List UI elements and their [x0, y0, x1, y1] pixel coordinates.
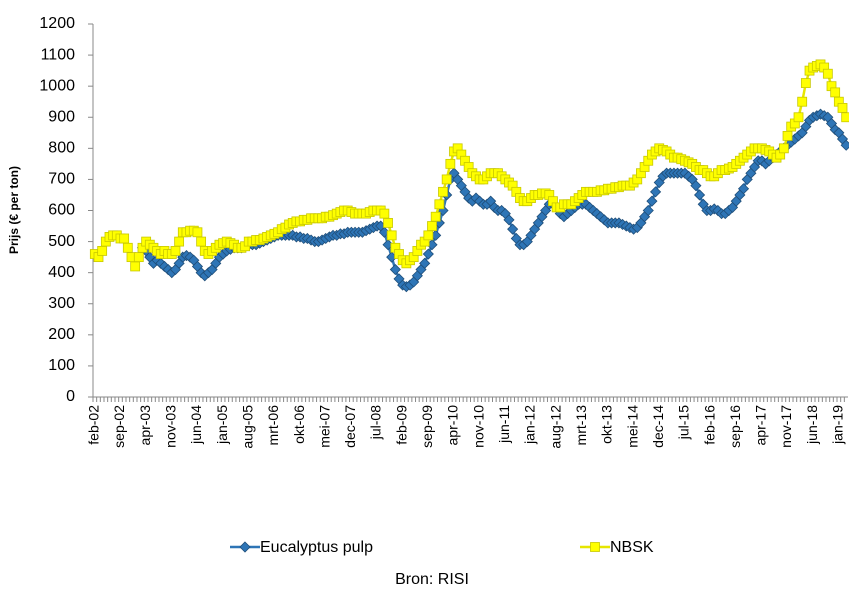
data-point	[133, 252, 144, 263]
data-point	[434, 199, 445, 210]
x-tick-label: nov-10	[470, 405, 486, 448]
x-tick-label: nov-17	[778, 405, 794, 448]
data-point	[419, 257, 431, 269]
x-tick-label: jun-04	[188, 405, 204, 445]
data-point	[503, 214, 515, 226]
x-tick-label: sep-02	[111, 405, 127, 448]
y-tick-label: 600	[48, 202, 75, 219]
y-tick-label: 1200	[39, 15, 75, 32]
data-point	[841, 112, 849, 123]
data-point	[379, 208, 390, 219]
data-point	[840, 139, 849, 151]
y-tick-label: 1100	[41, 46, 76, 63]
data-point	[389, 263, 401, 276]
x-tick-label: sep-16	[727, 405, 743, 448]
data-point	[782, 130, 793, 141]
y-tick-label: 200	[48, 326, 75, 343]
data-point	[797, 96, 808, 107]
x-tick-label: jul-08	[368, 405, 384, 440]
data-point	[119, 233, 130, 244]
x-tick-label: feb-02	[86, 405, 102, 445]
data-point	[427, 221, 437, 231]
y-tick-label: 500	[48, 233, 75, 250]
data-point	[650, 186, 662, 198]
data-point	[130, 261, 141, 272]
x-tick-label: mrt-13	[573, 405, 589, 446]
x-tick-label: dec-14	[650, 405, 666, 448]
data-point	[174, 236, 185, 247]
x-tick-label: jan-12	[522, 405, 538, 445]
legend-label: NBSK	[610, 539, 654, 556]
data-point	[383, 218, 393, 228]
data-point	[793, 112, 804, 123]
x-tick-label: apr-03	[137, 405, 153, 446]
x-tick-label: okt-13	[599, 405, 615, 444]
data-point	[97, 246, 108, 256]
y-tick-label: 800	[48, 140, 75, 157]
x-tick-label: jun-18	[804, 405, 820, 445]
y-tick-label: 400	[48, 264, 75, 281]
data-point	[122, 242, 133, 253]
x-tick-label: dec-07	[342, 405, 358, 448]
x-tick-label: aug-05	[239, 405, 255, 449]
x-tick-label: jan-05	[214, 405, 230, 445]
x-tick-label: okt-06	[291, 405, 307, 444]
data-point	[441, 174, 452, 185]
y-axis-title: Prijs (€ per ton)	[7, 166, 21, 254]
legend-marker	[239, 541, 251, 553]
x-tick-label: feb-09	[393, 405, 409, 445]
data-point	[737, 183, 750, 195]
data-point	[646, 195, 658, 207]
legend-marker	[590, 542, 600, 552]
x-tick-label: nov-03	[163, 405, 179, 448]
data-point	[690, 180, 702, 192]
data-point	[445, 158, 456, 169]
x-tick-label: apr-10	[445, 405, 461, 446]
legend-label: Eucalyptus pulp	[260, 539, 373, 556]
x-tick-label: jun-11	[496, 405, 512, 444]
source: Bron: RISI	[395, 571, 469, 588]
x-tick-label: mrt-06	[265, 405, 281, 446]
y-tick-label: 300	[48, 295, 75, 312]
x-tick-label: mei-14	[624, 405, 640, 448]
data-point	[694, 189, 706, 201]
y-tick-label: 0	[66, 388, 75, 405]
x-tick-label: jul-15	[676, 405, 692, 440]
data-point	[386, 230, 397, 241]
data-point	[800, 78, 811, 88]
data-point	[423, 230, 434, 241]
data-point	[778, 143, 789, 154]
data-point	[507, 223, 519, 235]
data-point	[422, 248, 434, 260]
y-tick-label: 100	[48, 357, 75, 374]
data-point	[438, 186, 448, 197]
x-tick-label: jan-19	[830, 405, 846, 445]
data-point	[837, 103, 848, 113]
x-tick-label: feb-16	[701, 405, 717, 445]
x-tick-label: apr-17	[753, 405, 769, 446]
data-point	[192, 227, 203, 238]
data-point	[196, 236, 207, 247]
x-tick-label: aug-12	[547, 405, 563, 449]
y-tick-label: 700	[48, 171, 75, 188]
data-point	[822, 68, 833, 79]
y-tick-label: 900	[48, 108, 75, 125]
x-tick-label: mei-07	[316, 405, 332, 448]
data-point	[430, 211, 441, 222]
x-tick-label: sep-09	[419, 405, 435, 448]
data-point	[830, 87, 841, 98]
data-point	[642, 204, 654, 217]
y-tick-label: 1000	[39, 77, 75, 94]
data-point	[170, 246, 181, 256]
